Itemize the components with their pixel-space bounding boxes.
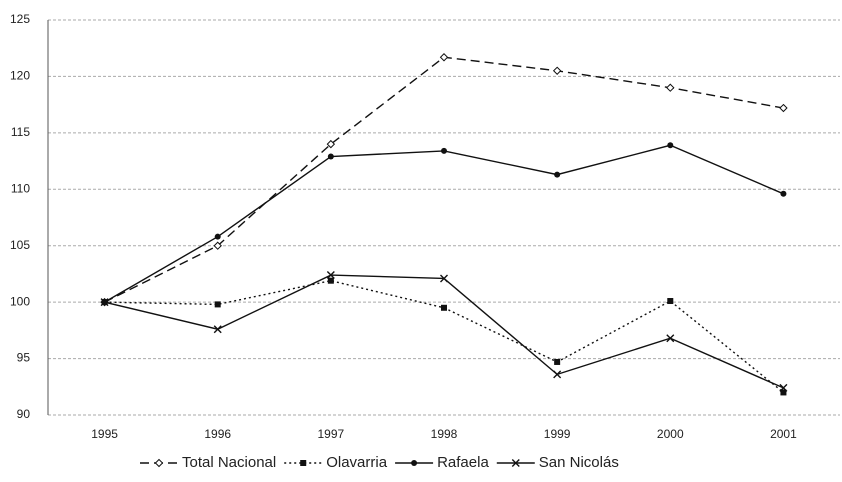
legend-label: Rafaela — [437, 454, 489, 471]
x-tick-label: 1998 — [431, 427, 458, 441]
marker — [440, 274, 448, 283]
x-tick-label: 1996 — [204, 427, 231, 441]
marker — [666, 83, 675, 92]
y-tick-label: 115 — [11, 125, 30, 139]
marker — [100, 298, 109, 307]
marker — [214, 301, 221, 308]
marker — [780, 190, 787, 197]
marker — [780, 389, 787, 396]
marker — [553, 370, 562, 379]
y-tick-label: 125 — [10, 12, 30, 26]
marker — [154, 458, 164, 468]
marker — [554, 171, 561, 178]
series-line — [104, 279, 784, 393]
legend: Total Nacional Olavarria Rafaela San Nicolá… — [140, 454, 619, 471]
marker — [779, 103, 788, 113]
marker — [327, 277, 334, 284]
marker — [213, 241, 222, 250]
marker — [511, 459, 520, 467]
marker — [300, 460, 307, 466]
x-tick-label: 1995 — [91, 427, 118, 441]
marker — [439, 53, 449, 62]
y-tick-label: 95 — [17, 351, 31, 365]
marker — [441, 304, 447, 311]
legend-label: Olavarria — [326, 454, 388, 471]
marker — [326, 139, 336, 149]
legend-label: Total Nacional — [182, 454, 276, 471]
series-line — [104, 274, 784, 389]
marker — [666, 334, 675, 343]
marker — [441, 147, 447, 154]
x-tick-label: 1997 — [318, 427, 345, 441]
marker — [667, 142, 674, 149]
marker — [327, 153, 334, 160]
marker — [213, 325, 222, 334]
marker — [411, 460, 418, 466]
y-tick-label: 110 — [11, 181, 30, 195]
series-line — [104, 56, 784, 303]
x-tick-label: 1999 — [544, 427, 571, 441]
legend-label: San Nicolás — [539, 454, 619, 471]
x-tick-label: 2001 — [770, 427, 797, 441]
marker — [554, 358, 561, 365]
x-tick-label: 2000 — [657, 427, 684, 441]
marker — [214, 233, 221, 240]
y-tick-label: 120 — [10, 69, 30, 83]
marker — [779, 383, 788, 392]
y-tick-label: 90 — [17, 407, 31, 421]
y-tick-label: 105 — [10, 238, 30, 252]
y-tick-label: 100 — [10, 294, 30, 308]
marker — [326, 271, 335, 280]
marker — [552, 66, 562, 75]
marker — [667, 298, 674, 305]
